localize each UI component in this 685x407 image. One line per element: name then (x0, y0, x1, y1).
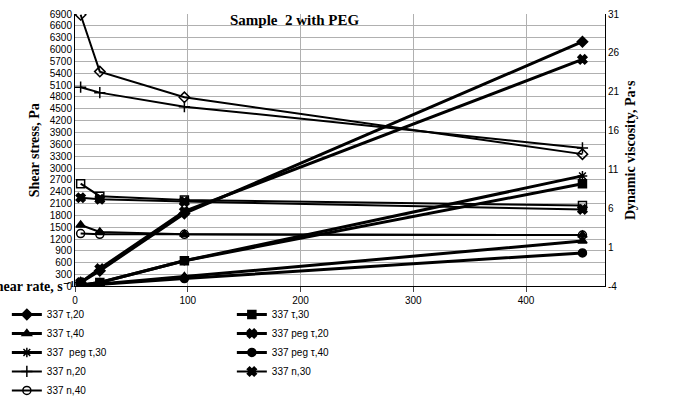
svg-text:6300: 6300 (50, 32, 73, 43)
svg-text:4200: 4200 (50, 115, 73, 126)
svg-text:337 peg τ,20: 337 peg τ,20 (272, 328, 329, 339)
svg-text:337 n,40: 337 n,40 (47, 385, 86, 396)
svg-text:5100: 5100 (50, 80, 73, 91)
svg-text:337 τ,20: 337 τ,20 (47, 309, 85, 320)
svg-text:337 τ,40: 337 τ,40 (47, 328, 85, 339)
svg-text:100: 100 (179, 295, 196, 306)
svg-text:6600: 6600 (50, 20, 73, 31)
svg-text:5400: 5400 (50, 68, 73, 79)
svg-text:Shear rate, s⁻¹: Shear rate, s⁻¹ (0, 279, 74, 294)
svg-text:Shear stress, Pa: Shear stress, Pa (27, 103, 42, 197)
svg-text:-4: -4 (608, 281, 617, 292)
svg-text:337 n,20: 337 n,20 (47, 366, 86, 377)
svg-text:5700: 5700 (50, 56, 73, 67)
svg-text:16: 16 (608, 125, 620, 136)
svg-text:3600: 3600 (50, 139, 73, 150)
svg-text:1500: 1500 (50, 222, 73, 233)
svg-text:1800: 1800 (50, 210, 73, 221)
svg-text:600: 600 (55, 257, 72, 268)
svg-text:2700: 2700 (50, 174, 73, 185)
svg-text:6000: 6000 (50, 44, 73, 55)
svg-text:2100: 2100 (50, 198, 73, 209)
svg-text:337 n,30: 337 n,30 (272, 366, 311, 377)
svg-text:6900: 6900 (50, 9, 73, 20)
svg-text:0: 0 (66, 281, 72, 292)
svg-text:200: 200 (292, 295, 309, 306)
svg-text:300: 300 (55, 269, 72, 280)
svg-text:1200: 1200 (50, 234, 73, 245)
svg-text:31: 31 (608, 9, 620, 20)
svg-text:2400: 2400 (50, 186, 73, 197)
svg-text:26: 26 (608, 47, 620, 58)
svg-text:3300: 3300 (50, 151, 73, 162)
svg-text:Sample 2 with PEG: Sample 2 with PEG (230, 12, 360, 28)
svg-text:4800: 4800 (50, 91, 73, 102)
svg-text:11: 11 (608, 164, 619, 175)
svg-text:337 peg τ,30: 337 peg τ,30 (47, 347, 107, 358)
svg-text:337 τ,30: 337 τ,30 (272, 309, 310, 320)
svg-text:21: 21 (608, 86, 620, 97)
svg-text:337 peg τ,40: 337 peg τ,40 (272, 347, 329, 358)
svg-text:1: 1 (608, 242, 614, 253)
svg-text:400: 400 (518, 295, 535, 306)
svg-text:0: 0 (72, 295, 78, 306)
svg-text:3900: 3900 (50, 127, 73, 138)
svg-text:300: 300 (405, 295, 422, 306)
svg-text:900: 900 (55, 245, 72, 256)
svg-text:Dynamic viscosity, Pa·s: Dynamic viscosity, Pa·s (623, 80, 638, 220)
svg-text:6: 6 (608, 203, 614, 214)
svg-text:4500: 4500 (50, 103, 73, 114)
svg-text:3000: 3000 (50, 163, 73, 174)
